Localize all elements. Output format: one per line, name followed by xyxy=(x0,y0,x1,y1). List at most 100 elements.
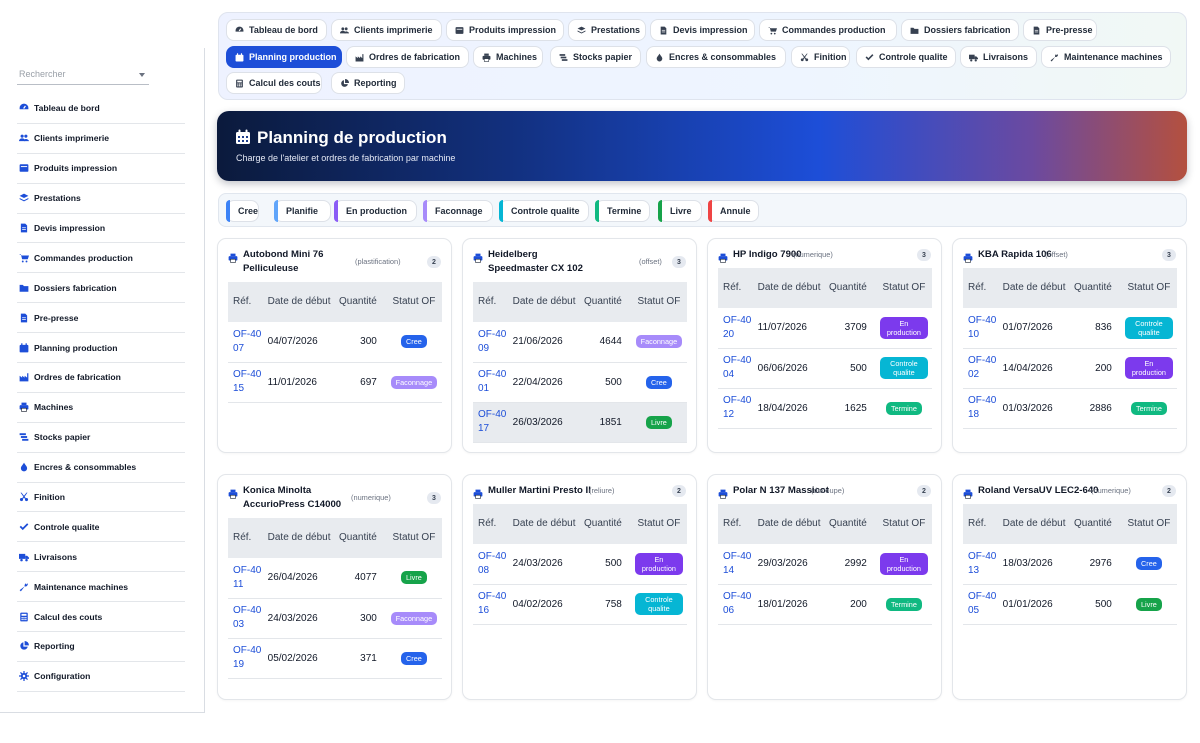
table-row[interactable]: OF-4008 24/03/2026 500 En production xyxy=(473,544,687,585)
nav-tab-pre-presse[interactable]: Pre-presse xyxy=(1023,19,1097,41)
nav-tab-planning-production[interactable]: Planning production xyxy=(226,46,342,68)
sidebar-item-controle-qualite[interactable]: Controle qualite xyxy=(17,512,185,543)
machine-name: Muller Martini Presto II xyxy=(488,485,591,496)
machine-type: (plastification) xyxy=(355,257,401,266)
status-filter-livre[interactable]: Livre xyxy=(658,200,702,222)
order-ref-link[interactable]: OF-4010 xyxy=(963,308,998,349)
sidebar-item-tableau-de-bord[interactable]: Tableau de bord xyxy=(17,94,185,124)
table-row[interactable]: OF-4016 04/02/2026 758 Controle qualite xyxy=(473,584,687,625)
nav-tab-livraisons[interactable]: Livraisons xyxy=(960,46,1037,68)
order-ref-link[interactable]: OF-4008 xyxy=(473,544,508,585)
order-ref-link[interactable]: OF-4011 xyxy=(228,558,263,599)
order-ref-link[interactable]: OF-4005 xyxy=(963,584,998,625)
status-filter-planifie[interactable]: Planifie xyxy=(274,200,331,222)
nav-tab-dossiers-fabrication[interactable]: Dossiers fabrication xyxy=(901,19,1019,41)
table-row[interactable]: OF-4011 26/04/2026 4077 Livre xyxy=(228,558,442,599)
table-row[interactable]: OF-4007 04/07/2026 300 Cree xyxy=(228,322,442,363)
sidebar-item-finition[interactable]: Finition xyxy=(17,483,185,513)
sidebar-item-configuration[interactable]: Configuration xyxy=(17,662,185,692)
table-row[interactable]: OF-4013 18/03/2026 2976 Cree xyxy=(963,544,1177,585)
status-filter-cree[interactable]: Cree xyxy=(226,200,259,222)
order-ref-link[interactable]: OF-4017 xyxy=(473,402,508,443)
order-ref-link[interactable]: OF-4012 xyxy=(718,388,753,429)
nav-tab-produits-impression[interactable]: Produits impression xyxy=(446,19,564,41)
nav-tab-clients-imprimerie[interactable]: Clients imprimerie xyxy=(331,19,442,41)
order-ref-link[interactable]: OF-4006 xyxy=(718,584,753,625)
status-filter-en-production[interactable]: En production xyxy=(334,200,417,222)
sidebar-item-pre-presse[interactable]: Pre-presse xyxy=(17,303,185,334)
order-ref-link[interactable]: OF-4001 xyxy=(473,362,508,403)
status-filter-label: Controle qualite xyxy=(511,206,580,216)
order-ref-link[interactable]: OF-4003 xyxy=(228,598,263,639)
sidebar-item-encres-consommables[interactable]: Encres & consommables xyxy=(17,453,185,483)
order-quantity: 2992 xyxy=(821,544,871,585)
order-ref-link[interactable]: OF-4002 xyxy=(963,348,998,389)
table-row[interactable]: OF-4001 22/04/2026 500 Cree xyxy=(473,362,687,403)
table-row[interactable]: OF-4018 01/03/2026 2886 Termine xyxy=(963,388,1177,429)
nav-tab-reporting[interactable]: Reporting xyxy=(331,72,405,94)
order-ref-link[interactable]: OF-4009 xyxy=(473,322,508,363)
nav-tab-stocks-papier[interactable]: Stocks papier xyxy=(550,46,641,68)
status-filter-faconnage[interactable]: Faconnage xyxy=(423,200,493,222)
nav-tab-calcul-des-couts[interactable]: Calcul des couts xyxy=(226,72,322,94)
table-row[interactable]: OF-4009 21/06/2026 4644 Faconnage xyxy=(473,322,687,363)
sidebar-search-select[interactable]: Rechercher xyxy=(17,67,149,85)
sidebar-item-produits-impression[interactable]: Produits impression xyxy=(17,154,185,184)
truck-icon xyxy=(19,553,29,562)
nav-tab-ordres-de-fabrication[interactable]: Ordres de fabrication xyxy=(346,46,469,68)
nav-tab-controle-qualite[interactable]: Controle qualite xyxy=(856,46,956,68)
machine-card: Muller Martini Presto II (reliure) 2 Réf. Da… xyxy=(462,474,697,700)
status-badge: Controle qualite xyxy=(634,593,683,615)
order-ref-link[interactable]: OF-4016 xyxy=(473,584,508,625)
sidebar-item-prestations[interactable]: Prestations xyxy=(17,184,185,214)
sidebar-item-dossiers-fabrication[interactable]: Dossiers fabrication xyxy=(17,273,185,304)
table-row[interactable]: OF-4002 14/04/2026 200 En production xyxy=(963,348,1177,389)
status-badge: Termine xyxy=(1130,401,1167,415)
sidebar-item-machines[interactable]: Machines xyxy=(17,393,185,423)
status-badge: Termine xyxy=(885,401,922,415)
nav-tab-maintenance-machines[interactable]: Maintenance machines xyxy=(1041,46,1171,68)
sidebar-item-ordres-de-fabrication[interactable]: Ordres de fabrication xyxy=(17,363,185,393)
nav-tab-encres-consommables[interactable]: Encres & consommables xyxy=(646,46,786,68)
table-row[interactable]: OF-4006 18/01/2026 200 Termine xyxy=(718,584,932,625)
sidebar-item-livraisons[interactable]: Livraisons xyxy=(17,542,185,573)
sidebar-item-maintenance-machines[interactable]: Maintenance machines xyxy=(17,572,185,603)
sidebar-item-commandes-production[interactable]: Commandes production xyxy=(17,243,185,274)
nav-tab-commandes-production[interactable]: Commandes production xyxy=(759,19,897,41)
order-ref-link[interactable]: OF-4020 xyxy=(718,308,753,349)
table-row[interactable]: OF-4017 26/03/2026 1851 Livre xyxy=(473,402,687,443)
table-row[interactable]: OF-4003 24/03/2026 300 Faconnage xyxy=(228,598,442,639)
table-row[interactable]: OF-4010 01/07/2026 836 Controle qualite xyxy=(963,308,1177,349)
status-filter-controle-qualite[interactable]: Controle qualite xyxy=(499,200,589,222)
order-ref-link[interactable]: OF-4018 xyxy=(963,388,998,429)
sidebar-item-calcul-des-couts[interactable]: Calcul des couts xyxy=(17,602,185,633)
nav-tab-devis-impression[interactable]: Devis impression xyxy=(650,19,755,41)
sidebar-item-clients-imprimerie[interactable]: Clients imprimerie xyxy=(17,124,185,154)
sidebar-item-reporting[interactable]: Reporting xyxy=(17,632,185,662)
sidebar-item-stocks-papier[interactable]: Stocks papier xyxy=(17,423,185,453)
order-ref-link[interactable]: OF-4007 xyxy=(228,322,263,363)
order-ref-link[interactable]: OF-4015 xyxy=(228,362,263,403)
table-row[interactable]: OF-4014 29/03/2026 2992 En production xyxy=(718,544,932,585)
nav-tab-machines[interactable]: Machines xyxy=(473,46,543,68)
nav-tab-label: Stocks papier xyxy=(573,52,633,62)
nav-tab-tableau-de-bord[interactable]: Tableau de bord xyxy=(226,19,327,41)
table-row[interactable]: OF-4015 11/01/2026 697 Faconnage xyxy=(228,362,442,403)
nav-tab-prestations[interactable]: Prestations xyxy=(568,19,646,41)
table-row[interactable]: OF-4012 18/04/2026 1625 Termine xyxy=(718,388,932,429)
sidebar-item-planning-production[interactable]: Planning production xyxy=(17,333,185,364)
order-ref-link[interactable]: OF-4019 xyxy=(228,638,263,679)
order-ref-link[interactable]: OF-4013 xyxy=(963,544,998,585)
order-ref-link[interactable]: OF-4004 xyxy=(718,348,753,389)
nav-tab-finition[interactable]: Finition xyxy=(791,46,850,68)
order-quantity: 2886 xyxy=(1066,388,1116,429)
status-filter-termine[interactable]: Termine xyxy=(595,200,650,222)
sidebar-item-devis-impression[interactable]: Devis impression xyxy=(17,214,185,244)
table-row[interactable]: OF-4020 11/07/2026 3709 En production xyxy=(718,308,932,349)
check-icon xyxy=(865,53,874,60)
order-ref-link[interactable]: OF-4014 xyxy=(718,544,753,585)
table-row[interactable]: OF-4019 05/02/2026 371 Cree xyxy=(228,638,442,679)
status-filter-annule[interactable]: Annule xyxy=(708,200,759,222)
table-row[interactable]: OF-4005 01/01/2026 500 Livre xyxy=(963,584,1177,625)
table-row[interactable]: OF-4004 06/06/2026 500 Controle qualite xyxy=(718,348,932,389)
